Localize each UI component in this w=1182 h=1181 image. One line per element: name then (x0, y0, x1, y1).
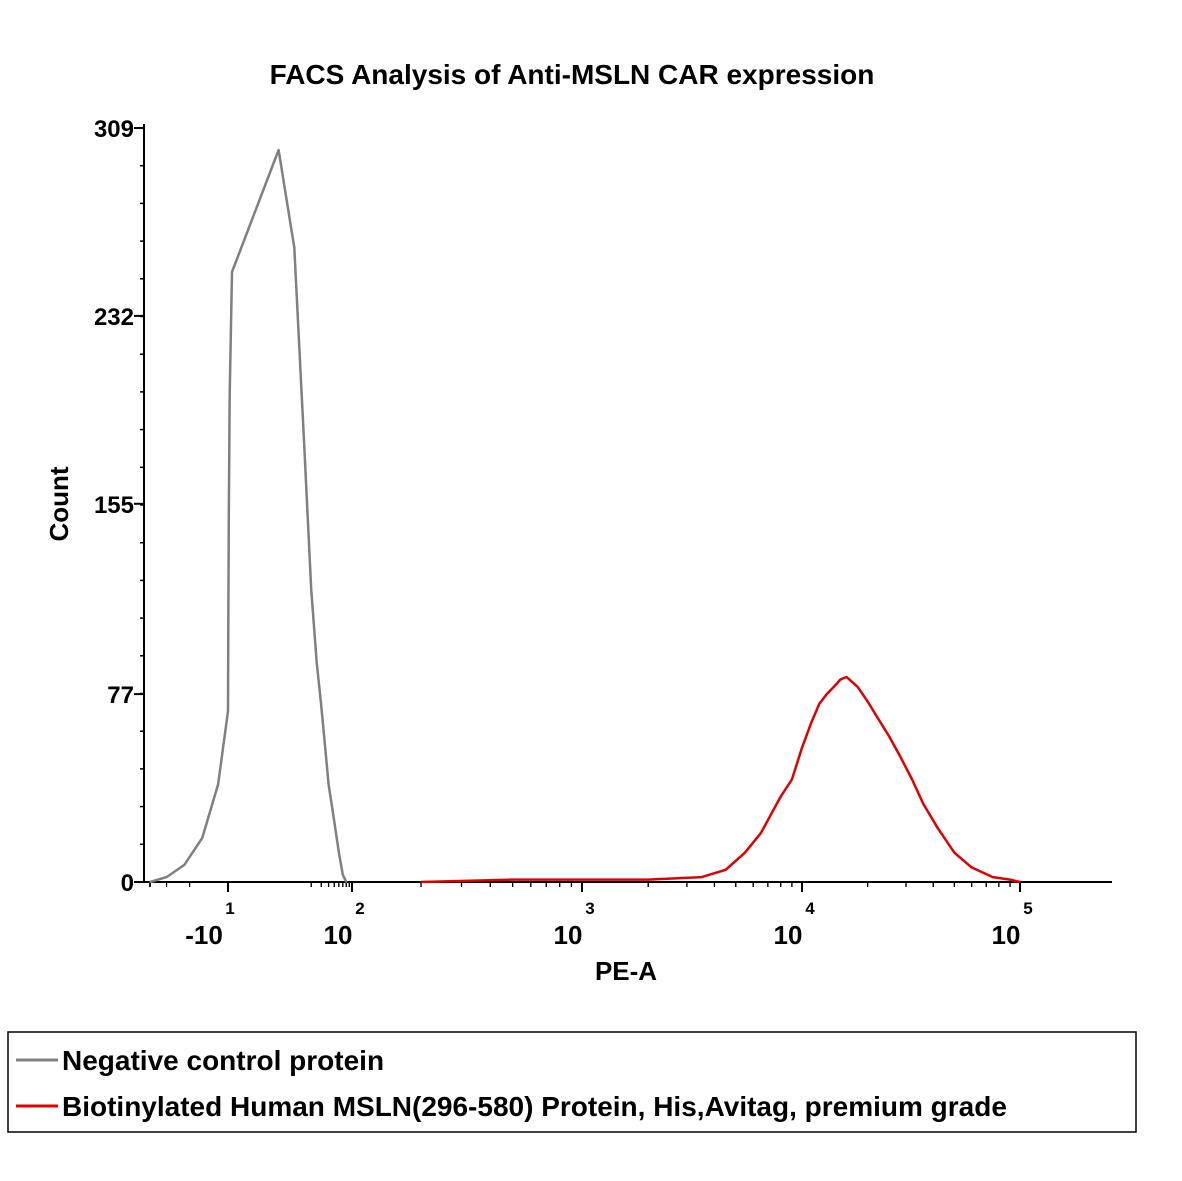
series-2-point (970, 866, 973, 869)
series-2-point (801, 747, 803, 749)
series-2-point (875, 715, 878, 717)
legend-entry-2: Biotinylated Human MSLN(296-580) Protein… (16, 1091, 1007, 1122)
legend-label: Biotinylated Human MSLN(296-580) Protein… (62, 1091, 1007, 1122)
x-tick-label: 102 (324, 899, 365, 950)
series-1-point (303, 442, 305, 444)
series-2-point (937, 827, 939, 830)
series-1-point (338, 851, 340, 854)
series-1-point (324, 747, 327, 749)
series-2-point (1009, 878, 1011, 881)
x-tick-label: 104 (774, 899, 816, 950)
y-tick-label: 309 (94, 116, 134, 143)
x-tick-base: 10 (774, 920, 803, 950)
series-1-point (183, 864, 186, 866)
series-2-point (791, 778, 793, 781)
series-1-point (227, 625, 230, 627)
y-tick-label: 232 (94, 304, 134, 331)
x-tick-label: -101 (185, 899, 235, 950)
series-1-point (345, 881, 348, 883)
series-2-point (866, 700, 869, 703)
series-1-point (217, 783, 219, 786)
series-2-point (911, 778, 913, 781)
series-1-point (333, 820, 336, 822)
series-1-point (315, 661, 318, 664)
x-tick-base: 10 (554, 920, 583, 950)
series-2-point (744, 851, 746, 854)
x-tick-exponent: 3 (585, 899, 594, 918)
series-1-point (231, 271, 233, 273)
x-tick-label: 103 (554, 899, 595, 950)
series-line-1 (149, 148, 348, 884)
series-2-point (420, 881, 422, 883)
series-2-point (833, 686, 835, 688)
series-1-point (201, 837, 203, 839)
series-2-point (887, 734, 890, 737)
series-2-point (647, 878, 649, 881)
series-2-point (953, 851, 956, 854)
series-1-point (227, 710, 229, 712)
x-tick-exponent: 1 (225, 899, 234, 918)
x-tick-exponent: 2 (355, 899, 364, 918)
series-2-point (818, 703, 821, 705)
series-1-point (310, 588, 313, 590)
series-1-point (327, 783, 330, 786)
x-tick-exponent: 4 (805, 899, 815, 918)
series-2-point (511, 878, 514, 881)
series-2-point (839, 678, 842, 681)
series-2-point (1019, 881, 1021, 883)
series-1-point (165, 876, 168, 878)
series-2-point (898, 754, 901, 756)
series-layer (149, 148, 1021, 884)
series-2-point (992, 876, 994, 878)
x-axis-label: PE-A (595, 956, 657, 986)
series-2-point (760, 832, 762, 834)
x-tick-base: 10 (992, 920, 1021, 950)
y-tick-label: 77 (107, 682, 134, 709)
series-1-point (320, 705, 323, 708)
series-2-point (845, 676, 848, 678)
y-tick-label: 155 (94, 492, 134, 519)
series-2-point (779, 795, 782, 798)
series-1-point (149, 881, 151, 883)
legend: Negative control protein Biotinylated Hum… (7, 1031, 1137, 1133)
legend-entry-1: Negative control protein (16, 1045, 384, 1076)
x-tick-label: 105 (992, 899, 1033, 950)
series-1-point (228, 393, 231, 395)
series-line-2 (420, 675, 1021, 884)
series-2-point (700, 876, 703, 878)
legend-box (7, 1031, 1137, 1133)
legend-label: Negative control protein (62, 1045, 384, 1076)
x-tick-base: 10 (324, 920, 353, 950)
series-2-point (810, 722, 812, 725)
series-1-point (342, 873, 344, 876)
series-2-point (724, 869, 727, 871)
series-2-point (856, 686, 859, 688)
series-2-point (581, 878, 583, 881)
chart-title: FACS Analysis of Anti-MSLN CAR expressio… (270, 59, 875, 90)
y-axis-label: Count (44, 466, 74, 541)
series-2-point (922, 803, 925, 805)
x-tick-exponent: 5 (1023, 899, 1032, 918)
series-1-point (228, 515, 230, 517)
series-2-point (826, 693, 828, 695)
series-1-point (277, 149, 280, 151)
series-1-point (293, 246, 296, 249)
y-tick-label: 0 (121, 870, 134, 897)
x-tick-base: -10 (185, 920, 223, 950)
